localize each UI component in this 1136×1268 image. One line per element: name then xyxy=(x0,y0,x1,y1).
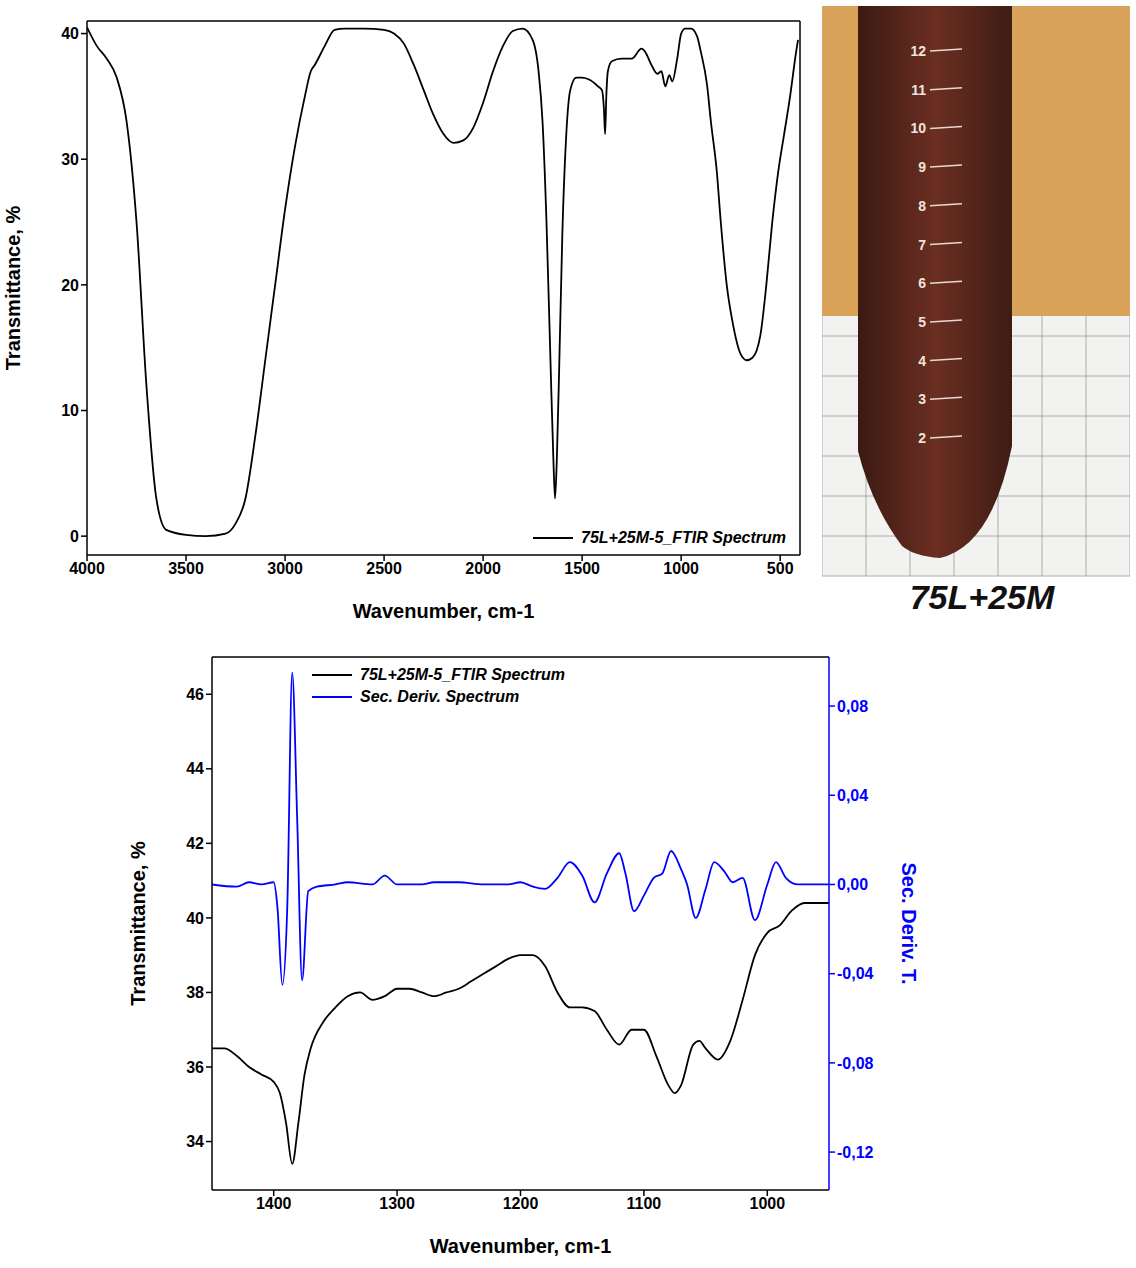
svg-text:75L+25M: 75L+25M xyxy=(910,578,1055,616)
svg-text:1000: 1000 xyxy=(750,1195,786,1212)
svg-text:12: 12 xyxy=(910,43,926,59)
svg-text:7: 7 xyxy=(918,237,926,253)
svg-text:1400: 1400 xyxy=(256,1195,292,1212)
svg-text:0,00: 0,00 xyxy=(837,876,868,893)
svg-text:8: 8 xyxy=(918,198,926,214)
svg-text:40: 40 xyxy=(61,25,79,42)
svg-text:1000: 1000 xyxy=(663,560,699,577)
svg-text:Wavenumber, cm-1: Wavenumber, cm-1 xyxy=(430,1235,612,1257)
svg-text:4: 4 xyxy=(918,353,926,369)
svg-text:10: 10 xyxy=(61,402,79,419)
svg-text:3: 3 xyxy=(918,391,926,407)
html-text:Sec. Deriv. Spectrum: Sec. Deriv. Spectrum xyxy=(360,688,520,705)
svg-text:44: 44 xyxy=(186,760,204,777)
svg-text:10: 10 xyxy=(910,120,926,136)
svg-text:2: 2 xyxy=(918,430,926,446)
svg-text:1200: 1200 xyxy=(503,1195,539,1212)
svg-text:34: 34 xyxy=(186,1133,204,1150)
svg-text:0: 0 xyxy=(70,528,79,545)
svg-text:500: 500 xyxy=(767,560,794,577)
svg-text:11: 11 xyxy=(911,82,926,98)
svg-text:-0,08: -0,08 xyxy=(837,1055,874,1072)
svg-text:30: 30 xyxy=(61,151,79,168)
svg-text:-0,12: -0,12 xyxy=(837,1144,874,1161)
svg-text:Wavenumber, cm-1: Wavenumber, cm-1 xyxy=(353,600,535,622)
svg-text:3500: 3500 xyxy=(168,560,204,577)
svg-text:Sec. Deriv. T.: Sec. Deriv. T. xyxy=(898,863,920,985)
svg-text:3000: 3000 xyxy=(267,560,303,577)
svg-text:-0,04: -0,04 xyxy=(837,965,874,982)
svg-text:36: 36 xyxy=(186,1059,204,1076)
html-text:75L+25M-5_FTIR Spectrum: 75L+25M-5_FTIR Spectrum xyxy=(581,529,786,546)
svg-text:1100: 1100 xyxy=(627,1195,662,1212)
svg-text:2000: 2000 xyxy=(465,560,501,577)
svg-text:1500: 1500 xyxy=(564,560,600,577)
svg-text:Transmittance, %: Transmittance, % xyxy=(127,841,149,1006)
svg-text:9: 9 xyxy=(918,159,926,175)
svg-text:0,04: 0,04 xyxy=(837,787,868,804)
svg-text:1300: 1300 xyxy=(379,1195,415,1212)
svg-text:38: 38 xyxy=(186,984,204,1001)
svg-text:5: 5 xyxy=(918,314,926,330)
svg-text:4000: 4000 xyxy=(69,560,105,577)
svg-text:0,08: 0,08 xyxy=(837,698,868,715)
svg-text:40: 40 xyxy=(186,910,204,927)
svg-text:20: 20 xyxy=(61,277,79,294)
svg-text:46: 46 xyxy=(186,686,204,703)
svg-text:42: 42 xyxy=(186,835,204,852)
html-text:75L+25M-5_FTIR Spectrum: 75L+25M-5_FTIR Spectrum xyxy=(360,666,565,683)
svg-text:Transmittance, %: Transmittance, % xyxy=(2,206,24,371)
svg-text:6: 6 xyxy=(918,275,926,291)
svg-text:2500: 2500 xyxy=(366,560,402,577)
